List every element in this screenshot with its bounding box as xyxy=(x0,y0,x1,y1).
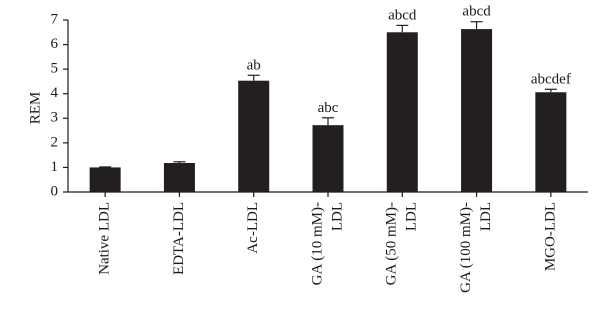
bars: ab abc abcd abcd abcdef xyxy=(89,4,571,193)
bar xyxy=(461,29,493,192)
x-tick-label: LDL xyxy=(478,202,494,231)
y-tick-label: 2 xyxy=(51,134,59,150)
bar xyxy=(163,163,195,192)
y-tick-label: 0 xyxy=(51,183,59,199)
x-tick-label-group: GA (100 mM)- LDL xyxy=(458,202,494,293)
x-axis: Native LDL EDTA-LDL Ac-LDL GA (10 mM)- LDL GA… xyxy=(68,191,588,293)
x-tick-label: GA (10 mM)- xyxy=(309,202,325,285)
y-axis-label: REM xyxy=(27,92,43,125)
y-tick-label: 7 xyxy=(51,11,59,27)
bar xyxy=(535,92,567,192)
y-tick-label: 6 xyxy=(51,36,59,52)
x-tick-label-group: Ac-LDL xyxy=(245,202,261,254)
significance-label: abcd xyxy=(462,4,491,20)
y-axis: 0 1 2 3 4 5 6 7 xyxy=(51,11,69,199)
x-tick-label-group: GA (10 mM)- LDL xyxy=(309,202,345,285)
x-tick-label: LDL xyxy=(404,202,420,231)
y-tick-label: 1 xyxy=(51,159,59,175)
x-tick-label-group: Native LDL xyxy=(97,202,113,275)
x-tick-label: EDTA-LDL xyxy=(171,202,187,275)
bar xyxy=(89,167,121,192)
bar xyxy=(386,32,418,193)
bar xyxy=(238,80,270,192)
x-tick-label: GA (100 mM)- xyxy=(458,202,474,293)
x-tick-label: GA (50 mM)- xyxy=(384,202,400,285)
x-tick-label-group: EDTA-LDL xyxy=(171,202,187,275)
x-tick-label-group: GA (50 mM)- LDL xyxy=(384,202,420,285)
x-tick-label-group: MGO-LDL xyxy=(542,202,558,271)
y-tick-label: 4 xyxy=(51,85,59,101)
bar xyxy=(312,125,344,192)
x-tick-label: Native LDL xyxy=(97,202,113,275)
x-tick-label: LDL xyxy=(329,202,345,231)
significance-label: abcd xyxy=(388,7,417,23)
significance-label: ab xyxy=(247,57,261,73)
y-tick-label: 3 xyxy=(51,110,59,126)
significance-label: abc xyxy=(318,100,339,116)
significance-label: abcdef xyxy=(531,71,571,87)
x-tick-label: MGO-LDL xyxy=(542,202,558,271)
y-tick-label: 5 xyxy=(51,61,59,77)
x-tick-label: Ac-LDL xyxy=(245,202,261,254)
